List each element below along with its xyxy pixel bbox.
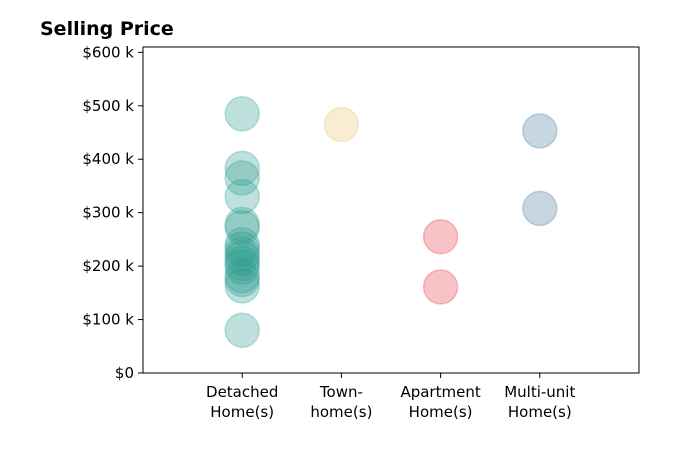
x-tick-label: Town- <box>319 383 363 401</box>
data-point <box>224 209 260 246</box>
y-tick-label: $200 k <box>82 257 134 275</box>
y-tick-label: $500 k <box>82 97 134 115</box>
x-tick-label: Apartment <box>400 383 480 401</box>
x-tick-label: Home(s) <box>210 403 274 421</box>
data-point <box>224 96 260 132</box>
data-point <box>224 178 260 215</box>
data-point <box>224 249 260 285</box>
data-point <box>224 268 260 304</box>
y-axis: $0 $100 k $200 k $300 k $400 k $500 k $600 k <box>82 43 143 382</box>
data-point <box>224 231 260 267</box>
y-tick-label: $0 <box>115 364 134 382</box>
data-point <box>224 226 260 263</box>
plot-frame <box>142 46 640 374</box>
plot-area <box>224 96 558 348</box>
data-point <box>522 113 558 149</box>
data-point <box>224 150 260 187</box>
data-point <box>224 206 260 243</box>
x-tick-label: home(s) <box>310 403 372 421</box>
data-point <box>224 261 260 298</box>
data-point <box>422 218 459 255</box>
y-tick-label: $300 k <box>82 204 134 222</box>
y-tick-label: $600 k <box>82 43 134 61</box>
data-point <box>224 257 260 294</box>
data-point <box>323 106 360 143</box>
x-axis: Detached Home(s) Town-home(s) Apartment Home… <box>206 373 575 421</box>
x-tick-label: Detached <box>206 383 278 401</box>
data-point <box>224 160 260 196</box>
data-point <box>224 236 260 273</box>
x-tick-label: Home(s) <box>409 403 473 421</box>
x-tick-label: Home(s) <box>508 403 572 421</box>
data-point <box>224 312 260 348</box>
y-tick-label: $400 k <box>82 150 134 168</box>
data-point <box>422 269 459 305</box>
y-tick-label: $100 k <box>82 311 134 329</box>
data-point <box>522 190 558 227</box>
data-point <box>224 240 260 276</box>
data-point <box>224 245 260 282</box>
x-tick-label: Multi-unit <box>504 383 575 401</box>
chart-title: Selling Price <box>40 18 174 40</box>
